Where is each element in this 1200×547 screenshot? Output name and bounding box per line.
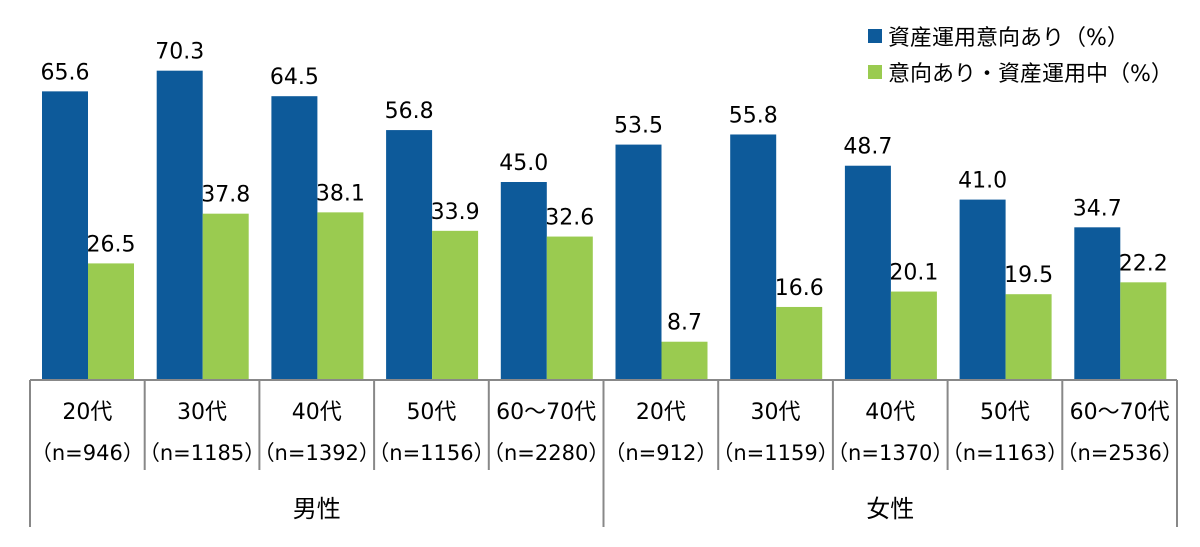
category-age-label-3: 50代 (406, 400, 456, 425)
data-label-intent-2: 64.5 (270, 65, 319, 90)
category-age-label-4: 60～70代 (496, 400, 596, 425)
data-label-investing-4: 32.6 (545, 206, 594, 231)
data-label-investing-1: 37.8 (201, 183, 250, 208)
data-label-investing-7: 20.1 (889, 261, 938, 286)
bar-intent-6 (730, 134, 777, 380)
data-label-investing-3: 33.9 (431, 200, 480, 225)
bar-investing-8 (1005, 294, 1052, 380)
category-age-label-8: 50代 (980, 400, 1030, 425)
bar-intent-0 (42, 91, 88, 381)
bar-intent-7 (844, 165, 891, 380)
data-label-intent-5: 53.5 (614, 114, 663, 139)
category-n-label-3: （n=1156） (368, 441, 494, 465)
category-n-label-7: （n=1370） (827, 441, 953, 465)
bar-investing-6 (776, 306, 823, 380)
category-n-label-9: （n=2536） (1056, 441, 1182, 465)
category-age-label-1: 30代 (177, 400, 227, 425)
data-label-intent-1: 70.3 (155, 40, 204, 65)
legend-swatch-intent (868, 29, 882, 43)
bar-investing-3 (432, 230, 479, 380)
category-n-label-2: （n=1392） (254, 441, 380, 465)
data-label-intent-6: 55.8 (729, 103, 778, 128)
category-age-label-6: 30代 (751, 400, 801, 425)
legend: 資産運用意向あり（%） 意向あり・資産運用中（%） (868, 20, 1173, 92)
bar-intent-8 (959, 199, 1006, 380)
bar-investing-9 (1120, 282, 1167, 380)
data-label-investing-2: 38.1 (316, 181, 365, 206)
bar-investing-5 (661, 341, 708, 380)
data-label-intent-0: 65.6 (41, 60, 90, 85)
category-age-label-2: 40代 (292, 400, 342, 425)
bar-intent-2 (271, 96, 318, 380)
legend-label-intent: 資産運用意向あり（%） (888, 26, 1129, 51)
bar-investing-0 (88, 263, 134, 380)
data-label-investing-0: 26.5 (87, 232, 136, 257)
data-label-intent-3: 56.8 (385, 99, 434, 124)
category-age-label-5: 20代 (636, 400, 686, 425)
data-label-investing-6: 16.6 (775, 276, 824, 301)
category-n-label-5: （n=912） (604, 441, 717, 465)
category-n-label-1: （n=1185） (139, 441, 265, 465)
group-label-1: 女性 (866, 495, 914, 523)
category-n-label-8: （n=1163） (942, 441, 1068, 465)
legend-item-investing: 意向あり・資産運用中（%） (868, 56, 1173, 88)
data-label-intent-7: 48.7 (843, 135, 892, 160)
category-n-label-0: （n=946） (31, 441, 144, 465)
category-age-label-9: 60～70代 (1070, 400, 1170, 425)
bar-investing-4 (546, 236, 593, 380)
data-label-investing-9: 22.2 (1119, 251, 1168, 276)
category-n-label-4: （n=2280） (483, 441, 609, 465)
category-age-label-0: 20代 (62, 400, 112, 425)
bar-investing-1 (202, 213, 249, 380)
legend-swatch-investing (868, 65, 882, 79)
data-label-intent-4: 45.0 (499, 151, 548, 176)
group-label-0: 男性 (293, 495, 341, 523)
category-age-label-7: 40代 (865, 400, 915, 425)
legend-item-intent: 資産運用意向あり（%） (868, 20, 1173, 52)
data-label-intent-9: 34.7 (1073, 196, 1122, 221)
bar-intent-3 (386, 130, 433, 380)
data-label-investing-5: 8.7 (667, 311, 702, 336)
bar-intent-1 (156, 70, 203, 381)
bar-intent-5 (615, 144, 662, 380)
data-label-investing-8: 19.5 (1004, 263, 1053, 288)
bar-intent-4 (500, 182, 547, 380)
bar-intent-9 (1074, 227, 1121, 380)
legend-label-investing: 意向あり・資産運用中（%） (888, 62, 1173, 87)
data-label-intent-8: 41.0 (958, 169, 1007, 194)
category-n-label-6: （n=1159） (712, 441, 838, 465)
bar-investing-2 (317, 212, 364, 380)
bar-investing-7 (890, 291, 937, 380)
